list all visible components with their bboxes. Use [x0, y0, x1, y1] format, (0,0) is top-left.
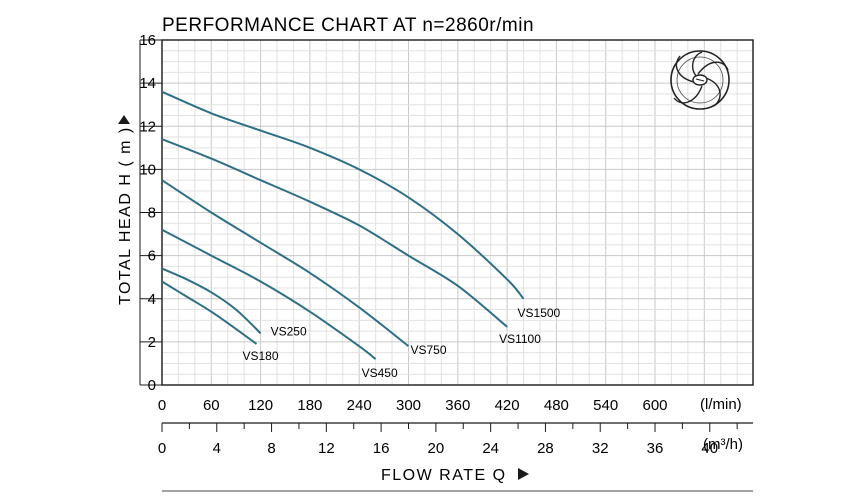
x-tick-label-lmin: 420: [495, 397, 520, 414]
y-tick-label: 14: [139, 75, 156, 92]
x-tick-label-lmin: 0: [158, 397, 166, 414]
series-label-vs250: VS250: [271, 324, 307, 338]
series-label-vs450: VS450: [362, 366, 398, 380]
x-axis-label: FLOW RATE Q: [381, 467, 507, 484]
y-tick-label: 0: [148, 377, 156, 394]
y-tick-label: 2: [148, 334, 156, 351]
y-tick-label: 12: [139, 118, 156, 135]
series-label-vs1100: VS1100: [499, 332, 541, 346]
x-tick-label-m3h: 40: [701, 440, 718, 457]
curve-vs180: [161, 280, 258, 345]
impeller-icon: [670, 50, 730, 110]
x-tick-label-m3h: 12: [318, 440, 335, 457]
x-tick-label-m3h: 36: [647, 440, 664, 457]
x-tick-label-lmin: 120: [248, 397, 273, 414]
x-unit-secondary: (m³/h): [703, 436, 743, 453]
x-tick-label-m3h: 24: [482, 440, 499, 457]
x-tick-label-lmin: 240: [347, 397, 372, 414]
grid: [162, 40, 753, 385]
x-tick-label-lmin: 60: [203, 397, 220, 414]
y-tick-label: 10: [139, 161, 156, 178]
x-tick-label-lmin: 480: [544, 397, 569, 414]
x-axis-arrow-icon: [518, 468, 529, 480]
series-label-vs180: VS180: [242, 349, 278, 363]
x-tick-label-m3h: 20: [428, 440, 445, 457]
x-tick-label-m3h: 0: [158, 440, 166, 457]
curve-vs450: [161, 228, 377, 360]
y-tick-label: 8: [148, 205, 156, 222]
series-label-vs1500: VS1500: [518, 306, 561, 320]
y-axis-arrow-icon: [118, 115, 130, 124]
y-tick-label: 4: [148, 291, 156, 308]
x-tick-label-m3h: 32: [592, 440, 609, 457]
x-tick-label-lmin: 180: [297, 397, 322, 414]
series-label-vs750: VS750: [411, 343, 447, 357]
x-unit-primary: (l/min): [700, 396, 742, 413]
axes: [139, 39, 754, 432]
curve-vs750: [161, 179, 410, 347]
x-tick-label-m3h: 4: [213, 440, 221, 457]
x-tick-label-lmin: 600: [642, 397, 667, 414]
x-tick-label-lmin: 540: [593, 397, 618, 414]
x-tick-label-lmin: 300: [396, 397, 421, 414]
curve-vs250: [161, 267, 262, 335]
x-tick-label-m3h: 8: [267, 440, 275, 457]
y-tick-label: 6: [148, 248, 156, 265]
x-tick-label-m3h: 16: [373, 440, 390, 457]
curve-vs1100: [161, 138, 508, 328]
x-tick-label-lmin: 360: [445, 397, 470, 414]
x-tick-label-m3h: 28: [537, 440, 554, 457]
series-labels: VS180 VS250 VS450 VS750 VS1100 VS1500: [242, 306, 560, 380]
y-axis-label: TOTAL HEAD H ( m ): [117, 126, 134, 305]
chart-title: PERFORMANCE CHART AT n=2860r/min: [162, 15, 534, 36]
y-tick-label: 16: [139, 32, 156, 49]
curves: [161, 90, 525, 360]
curve-vs1500: [161, 90, 525, 300]
